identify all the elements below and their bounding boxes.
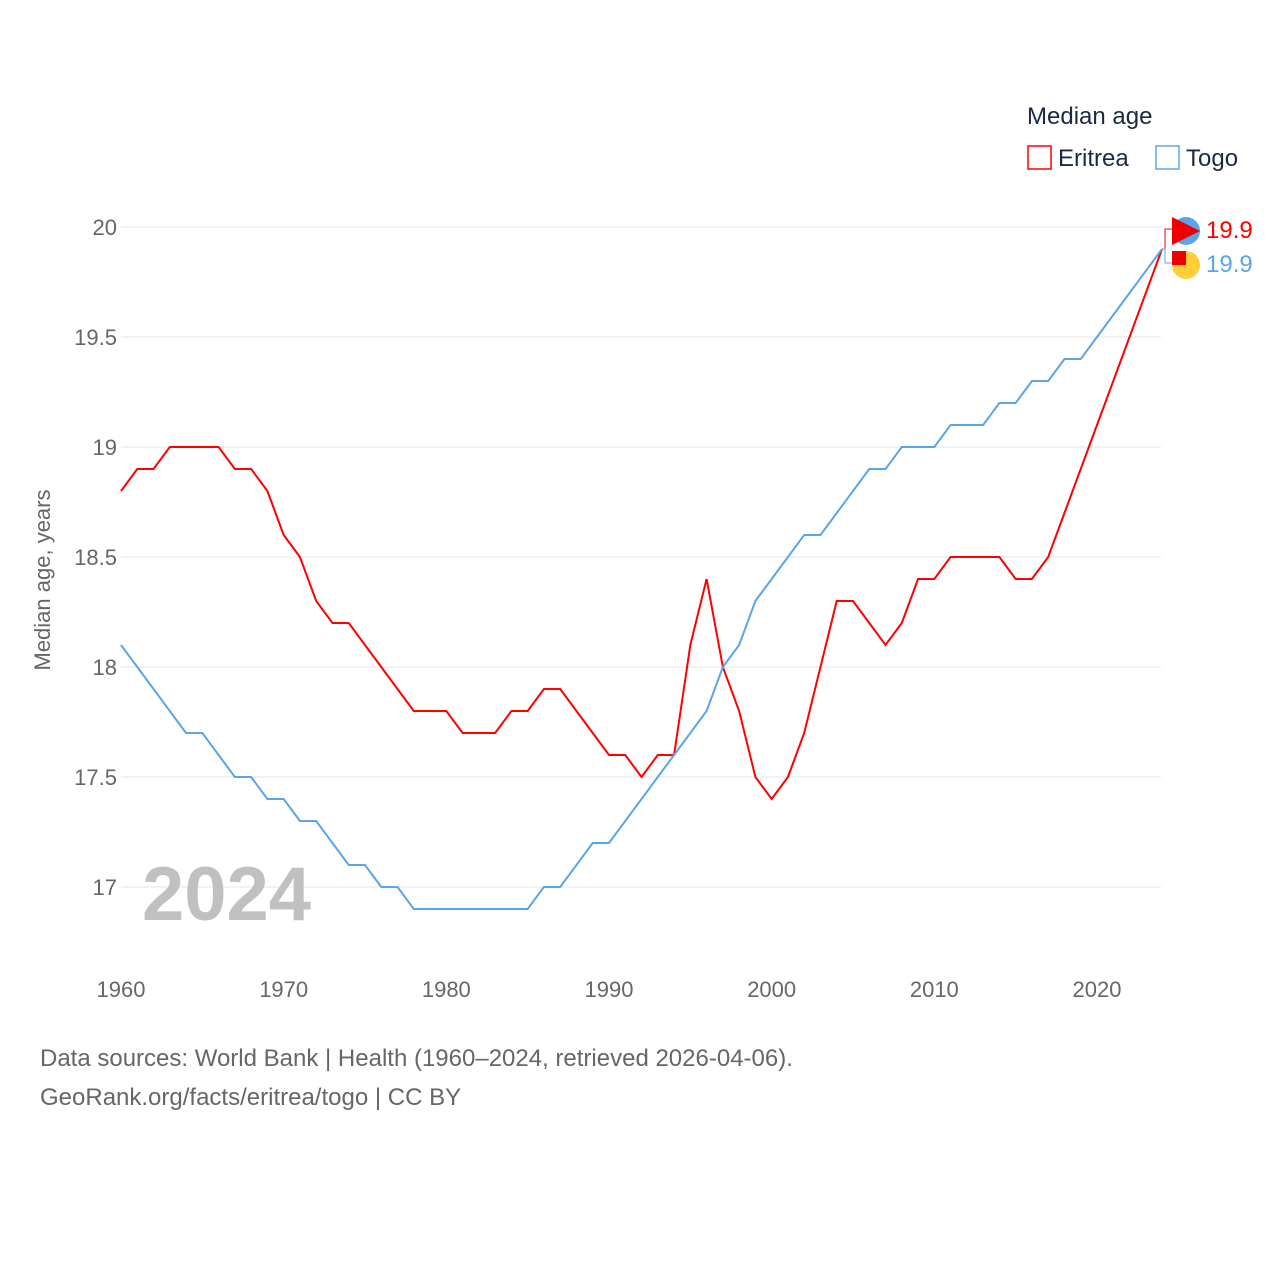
x-tick-label: 1980 (422, 977, 471, 1002)
series-line-togo (120, 248, 1163, 910)
x-tick-label: 2010 (910, 977, 959, 1002)
end-label-connector (1161, 228, 1172, 250)
x-tick-label: 2000 (747, 977, 796, 1002)
y-tick-label: 19 (93, 435, 117, 460)
y-tick-label: 19.5 (74, 325, 117, 350)
end-label-connector (1161, 248, 1172, 264)
data-source-text: Data sources: World Bank | Health (1960–… (40, 1045, 793, 1072)
x-tick-label: 1970 (259, 977, 308, 1002)
y-tick-label: 17 (93, 875, 117, 900)
x-tick-label: 2020 (1073, 977, 1122, 1002)
y-tick-label: 18 (93, 655, 117, 680)
attribution-link[interactable]: GeoRank.org/facts/eritrea/togo | CC BY (40, 1084, 462, 1111)
flag-detail (1172, 217, 1200, 245)
y-tick-label: 18.5 (74, 545, 117, 570)
y-tick-label: 20 (93, 215, 117, 240)
legend-label[interactable]: Eritrea (1058, 145, 1129, 172)
year-watermark: 2024 (142, 852, 311, 937)
legend-swatch[interactable] (1155, 145, 1180, 170)
x-tick-label: 1960 (97, 977, 146, 1002)
flag-detail (1172, 251, 1186, 265)
legend-label[interactable]: Togo (1186, 145, 1238, 172)
end-value-label: 19.9 (1206, 251, 1253, 278)
y-tick-label: 17.5 (74, 765, 117, 790)
legend-swatch[interactable] (1027, 145, 1052, 170)
legend-title: Median age (1027, 103, 1152, 130)
series-line-eritrea (120, 248, 1164, 801)
end-value-label: 19.9 (1206, 217, 1253, 244)
y-axis-label: Median age, years (30, 490, 55, 671)
x-tick-label: 1990 (585, 977, 634, 1002)
